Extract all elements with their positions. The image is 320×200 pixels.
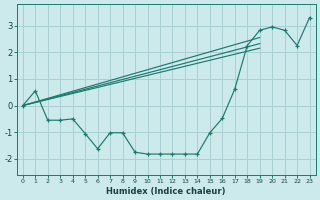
X-axis label: Humidex (Indice chaleur): Humidex (Indice chaleur) [107, 187, 226, 196]
